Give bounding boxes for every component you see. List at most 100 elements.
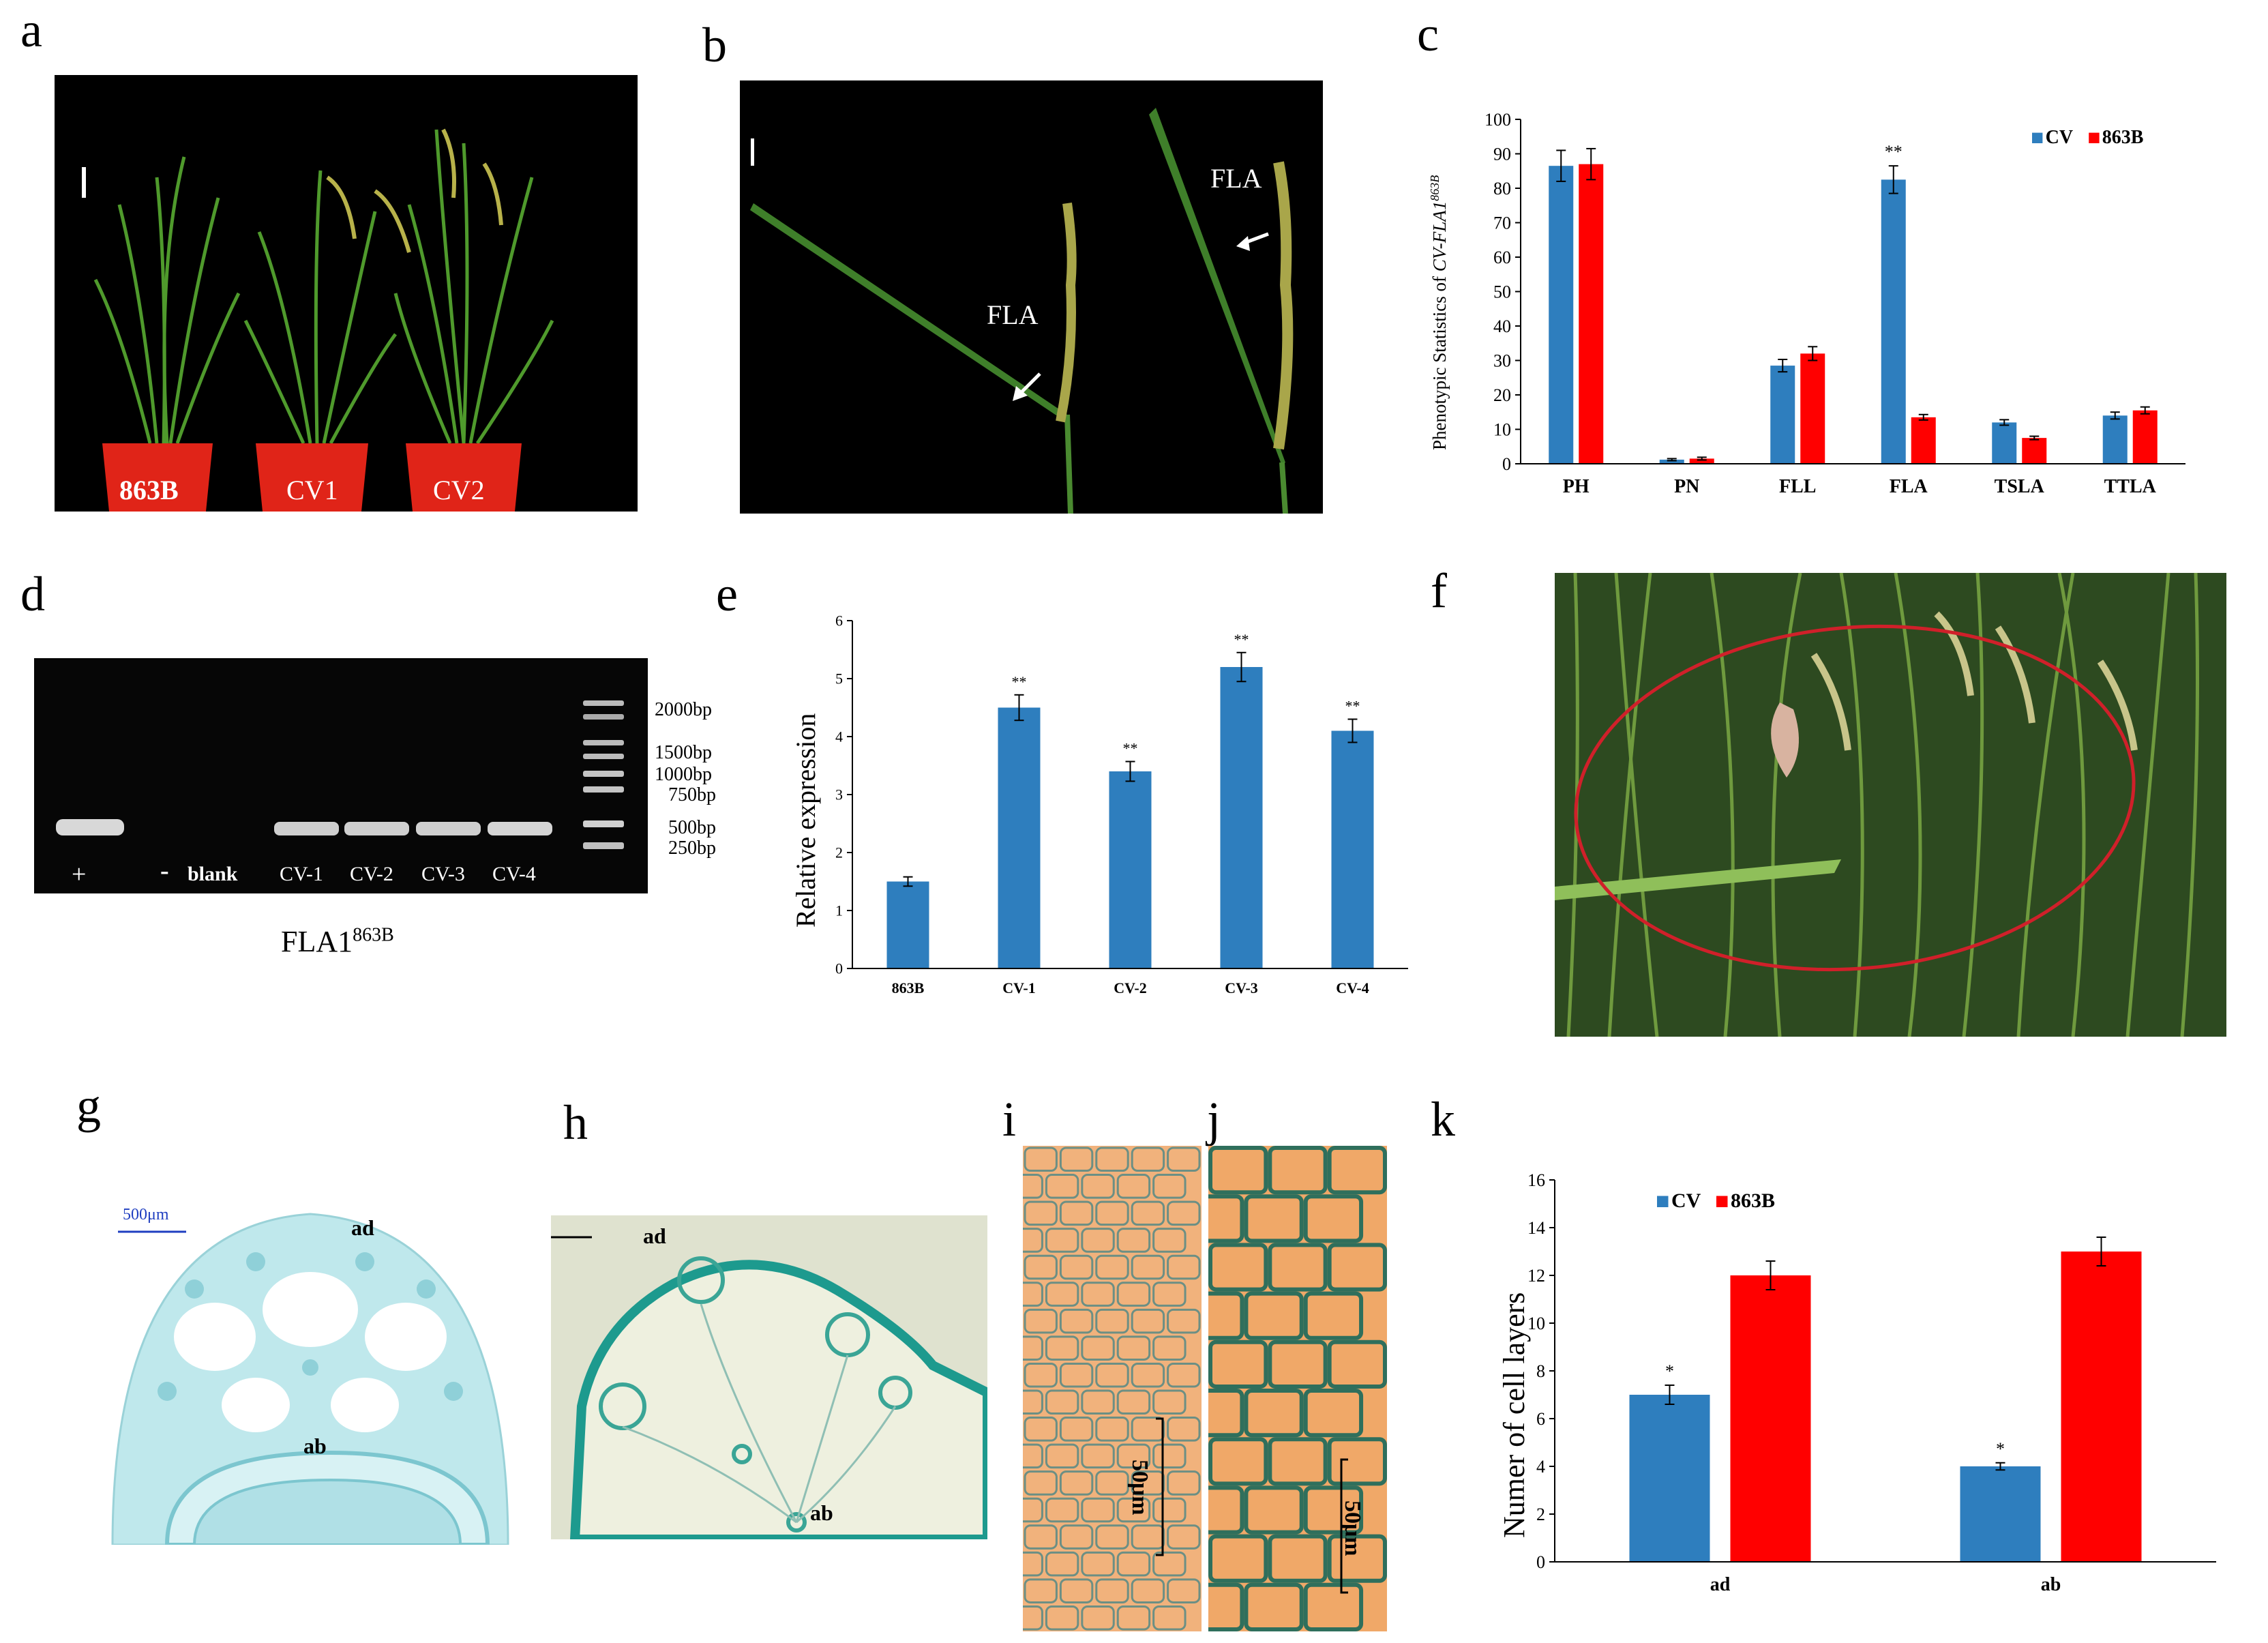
e-xtick-label: CV-1 (1002, 979, 1035, 996)
cell (1023, 1551, 1043, 1577)
c-ytick-label: 80 (1493, 179, 1511, 198)
cell (1167, 1200, 1201, 1226)
panel-g-section: 500μm ad ab (106, 1187, 515, 1545)
k-bar (1730, 1275, 1811, 1562)
cell (1116, 1228, 1151, 1253)
cell (1131, 1524, 1165, 1550)
k-bar (1960, 1466, 2041, 1562)
cell (1024, 1308, 1058, 1334)
c-bar (1579, 164, 1604, 464)
c-legend-swatch (2032, 132, 2043, 143)
lane-plus: + (72, 860, 87, 889)
cell (1268, 1146, 1328, 1195)
cell (1208, 1485, 1244, 1535)
cell (1116, 1605, 1151, 1631)
field-drawing (1555, 573, 2226, 1037)
cell (1024, 1362, 1058, 1388)
c-xtick-label: TSLA (1995, 476, 2045, 497)
panel-label-d: d (20, 567, 45, 621)
lane-cv2: CV-2 (350, 863, 393, 885)
cell (1268, 1243, 1328, 1292)
c-yticks: 0 10 20 30 40 50 60 70 80 90 100 (1484, 110, 1521, 474)
panel-label-k: k (1431, 1092, 1455, 1146)
c-bar (1549, 166, 1574, 464)
k-legend-swatch (1716, 1196, 1728, 1207)
cell (1045, 1228, 1079, 1253)
cell (1152, 1282, 1187, 1307)
cell (1024, 1470, 1058, 1496)
gel-caption: FLA1863B (281, 924, 394, 958)
chart-e: 0 1 2 3 4 5 6 ** ** ** ** 863B CV-1 CV-2 CV-3 CV-4 Re… (790, 612, 1408, 996)
chart-c: 0 10 20 30 40 50 60 70 80 90 100 ** PH PN FLL FLA TSLA… (1428, 110, 2185, 497)
cell (1131, 1470, 1165, 1496)
c-xtick-label: FLL (1779, 476, 1816, 497)
c-significance: ** (1885, 142, 1903, 162)
k-bars: ** (1629, 1237, 2142, 1562)
c-ytick-label: 60 (1493, 248, 1511, 267)
flag-leaf-drawing (750, 108, 1294, 514)
cell (1095, 1470, 1129, 1496)
cell (1152, 1551, 1187, 1577)
cell (1059, 1308, 1094, 1334)
cell (1208, 1534, 1268, 1583)
c-legend-swatch (2089, 132, 2100, 143)
i-scale-bar (1156, 1417, 1164, 1556)
cell (1303, 1291, 1364, 1340)
cell (1244, 1194, 1304, 1243)
cell (1023, 1228, 1043, 1253)
c-xtick-label: PH (1563, 476, 1590, 497)
cell (1303, 1389, 1364, 1438)
cell (1131, 1362, 1165, 1388)
h-ab: ab (810, 1500, 833, 1525)
cell (1116, 1335, 1151, 1361)
c-ytick-label: 100 (1484, 110, 1511, 130)
cell (1024, 1254, 1058, 1280)
cell (1167, 1146, 1201, 1172)
lane-cv1: CV-1 (280, 863, 323, 885)
cell (1167, 1417, 1201, 1442)
e-bar (1220, 667, 1263, 968)
c-bar (2102, 415, 2128, 464)
k-ytick-label: 8 (1536, 1361, 1545, 1381)
cell (1244, 1582, 1304, 1631)
cell (1327, 1437, 1387, 1486)
cell (1303, 1485, 1364, 1535)
pot-label-cv2: CV2 (433, 475, 485, 505)
e-ytick-label: 3 (835, 786, 843, 803)
ladder-750: 750bp (668, 784, 716, 805)
gel-bands (56, 700, 624, 849)
cell (1045, 1174, 1079, 1199)
c-legend-label: CV (2046, 127, 2073, 148)
c-bar (1992, 422, 2017, 464)
cell (1059, 1254, 1094, 1280)
c-ytick-label: 90 (1493, 145, 1511, 164)
cell (1024, 1417, 1058, 1442)
cell (1327, 1339, 1387, 1389)
e-xtick-label: 863B (892, 979, 925, 996)
cell (1152, 1174, 1187, 1199)
cell (1045, 1605, 1079, 1631)
cell (1095, 1200, 1129, 1226)
lane-minus: - (160, 857, 169, 885)
cell (1208, 1291, 1244, 1340)
cell (1268, 1534, 1328, 1583)
e-bars: ** ** ** ** (886, 631, 1374, 968)
c-ytick-label: 10 (1493, 420, 1511, 440)
e-xtick-label: CV-4 (1336, 979, 1369, 996)
cell (1023, 1174, 1043, 1199)
cell (1081, 1443, 1115, 1469)
cell (1208, 1582, 1244, 1631)
e-ytick-label: 5 (835, 670, 843, 687)
panel-label-c: c (1417, 7, 1439, 61)
cell (1045, 1335, 1079, 1361)
cell (1152, 1228, 1187, 1253)
pot-label-cv1: CV1 (286, 475, 338, 505)
panel-h-section: ad ab (551, 1215, 987, 1539)
cell (1152, 1335, 1187, 1361)
c-bar (2132, 410, 2158, 464)
e-bar (886, 881, 929, 968)
cell (1045, 1497, 1079, 1523)
cell (1116, 1282, 1151, 1307)
cell (1167, 1308, 1201, 1334)
k-yticks: 0 2 4 6 8 10 12 14 16 (1527, 1170, 1555, 1572)
